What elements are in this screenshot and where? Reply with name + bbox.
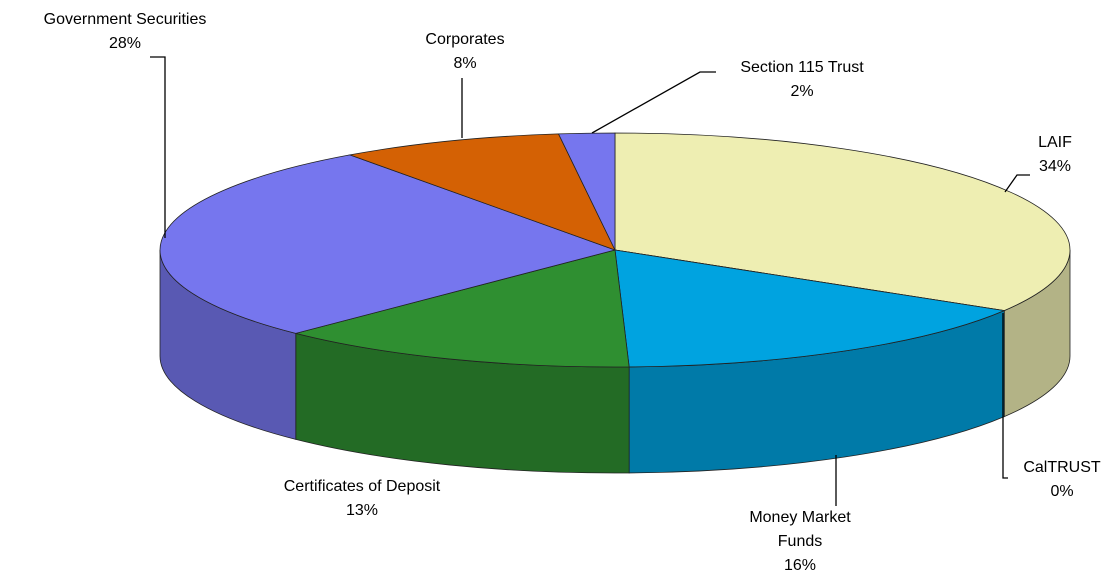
slice-label: LAIF (1038, 134, 1072, 151)
slice-label: CalTRUST (1023, 459, 1101, 476)
slice-percent: 2% (790, 83, 814, 100)
slice (614, 132, 1071, 312)
slice (348, 133, 616, 251)
slice-label: Money Market Funds (749, 509, 851, 550)
slice-label: Corporates (425, 31, 505, 48)
leader-line (1002, 313, 1008, 479)
slice-percent: 28% (108, 35, 142, 52)
slice (159, 154, 617, 334)
leader-line (1004, 174, 1030, 193)
slice (614, 249, 1006, 368)
slice (557, 132, 616, 251)
slice (295, 249, 630, 368)
slice-label: Section 115 Trust (740, 59, 864, 76)
slice-percent: 8% (453, 55, 477, 72)
slice-percent: 0% (1050, 483, 1074, 500)
slice-percent: 13% (345, 502, 379, 519)
slice-label: Certificates of Deposit (283, 478, 441, 495)
leader-line (150, 56, 166, 238)
leader-line (591, 71, 716, 134)
slice-label: Government Securities (43, 11, 207, 28)
slice-percent: 16% (783, 557, 817, 574)
slice-percent: 34% (1038, 158, 1072, 175)
